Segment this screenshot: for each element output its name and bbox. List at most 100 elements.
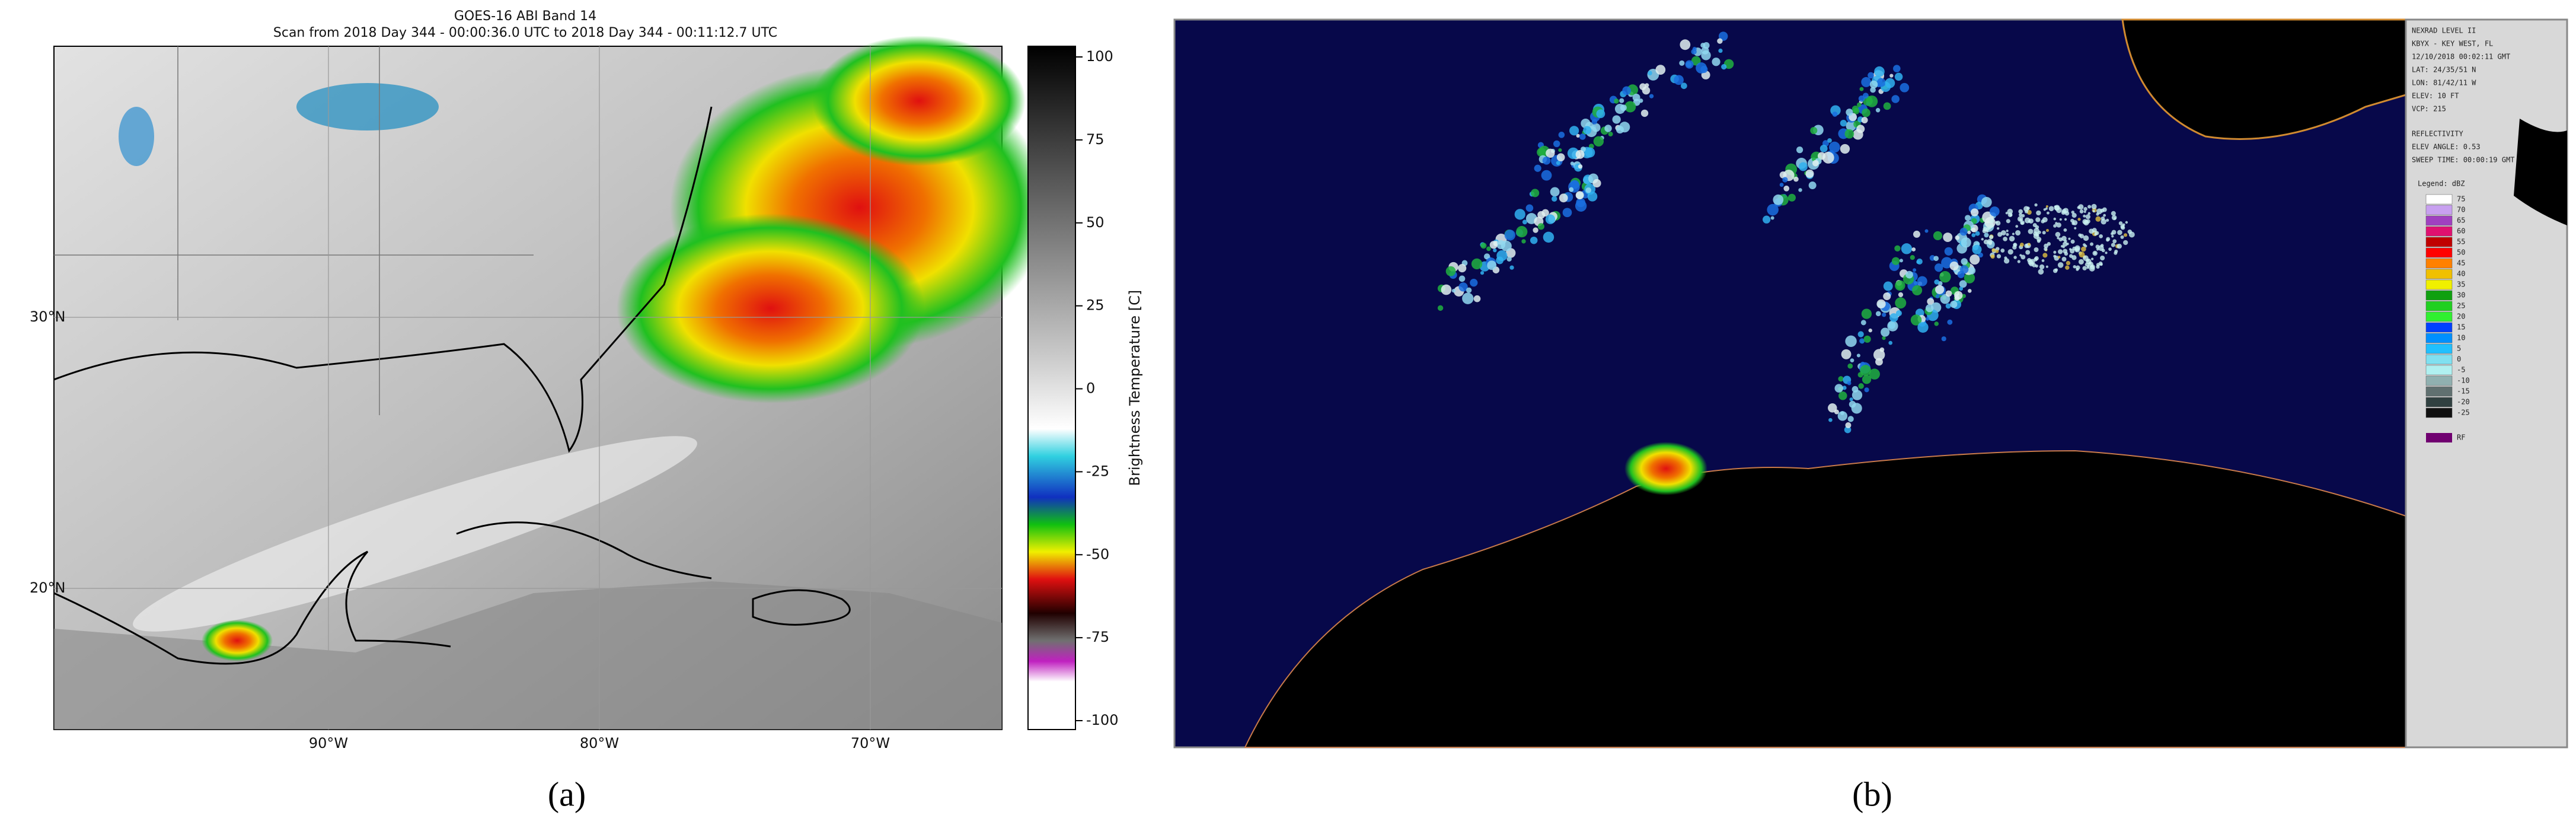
legend-title: Legend: dBZ [2418,180,2465,188]
echo [1982,229,1987,234]
echo [2072,220,2078,225]
echo [1770,216,1774,220]
echo [1935,263,1943,272]
info-line: VCP: 215 [2412,105,2446,113]
colorbar-tick-label: -75 [1086,629,1109,645]
echo [1910,314,1922,326]
echo [1551,196,1557,202]
echo [1899,259,1903,263]
echo [1877,84,1881,88]
legend-label: 65 [2457,216,2465,225]
legend-swatch [2425,322,2453,333]
echo [1530,236,1538,244]
echo [2073,265,2077,269]
echo [1680,39,1691,50]
legend-label: -25 [2457,409,2470,417]
echo [1849,400,1856,408]
echo [2079,209,2084,214]
legend-swatch [2425,194,2453,205]
echo [1850,358,1854,363]
echo [2000,249,2005,253]
echo [1782,177,1788,183]
echo [2118,221,2123,225]
echo [1496,256,1504,265]
echo [1470,279,1478,287]
echo [2007,208,2013,215]
echo [1550,187,1560,197]
echo [2074,227,2077,230]
echo [1583,126,1592,135]
echo [1941,257,1953,269]
echo [1917,276,1927,286]
echo [2111,230,2117,235]
echo [1632,93,1640,101]
echo [1828,403,1837,413]
echo [2074,247,2080,253]
echo [2055,231,2061,237]
echo [1692,46,1697,52]
echo [2100,244,2104,247]
legend-label: 55 [2457,238,2465,246]
echo [1874,66,1885,77]
echo [1712,58,1720,66]
echo [1860,320,1866,326]
echo [1978,252,1983,258]
echo [2092,228,2097,233]
echo [2069,254,2073,258]
echo [2019,213,2023,217]
echo [2025,250,2031,255]
echo [2085,214,2090,219]
echo [1972,244,1982,254]
echo [1856,354,1860,358]
echo [2099,234,2103,238]
satellite-map [53,36,1049,730]
echo [1808,181,1817,190]
caption: (a) [548,775,586,813]
echo [1954,295,1960,301]
echo [2003,258,2010,264]
echo [1587,191,1598,202]
legend-swatch [2425,205,2453,215]
echo [1805,169,1814,178]
echo [2029,259,2035,265]
echo [1798,162,1808,171]
echo [1883,281,1893,291]
echo [1862,108,1870,117]
echo [2045,265,2048,268]
echo [1868,328,1872,333]
echo [1614,103,1626,114]
echo [1988,241,1993,246]
legend-label: -5 [2457,366,2465,374]
echo [1593,136,1604,147]
echo [1955,235,1960,240]
echo [1889,313,1898,322]
echo [1559,193,1568,203]
echo [1542,156,1551,165]
echo [1961,237,1971,248]
echo [1845,422,1852,428]
echo [1895,280,1905,291]
echo [1558,148,1562,152]
echo [1869,368,1880,380]
echo [1862,375,1872,384]
lon-label: 70°W [851,735,890,751]
echo [1905,270,1913,279]
echo [1483,253,1490,260]
legend-swatch [2425,269,2453,279]
echo [1927,298,1935,305]
echo [2087,265,2090,268]
echo [2007,249,2013,255]
echo [1534,164,1541,172]
echo [1869,80,1878,89]
echo [1471,258,1483,270]
echo [1875,108,1881,113]
legend-swatch [2425,311,2453,322]
legend-label: 25 [2457,302,2465,310]
echo [2083,214,2086,218]
echo [2090,242,2094,246]
echo [1895,310,1903,317]
echo [2068,237,2071,240]
info-line: LON: 81/42/11 W [2412,79,2476,87]
echo [1841,349,1852,359]
echo [1622,86,1632,95]
